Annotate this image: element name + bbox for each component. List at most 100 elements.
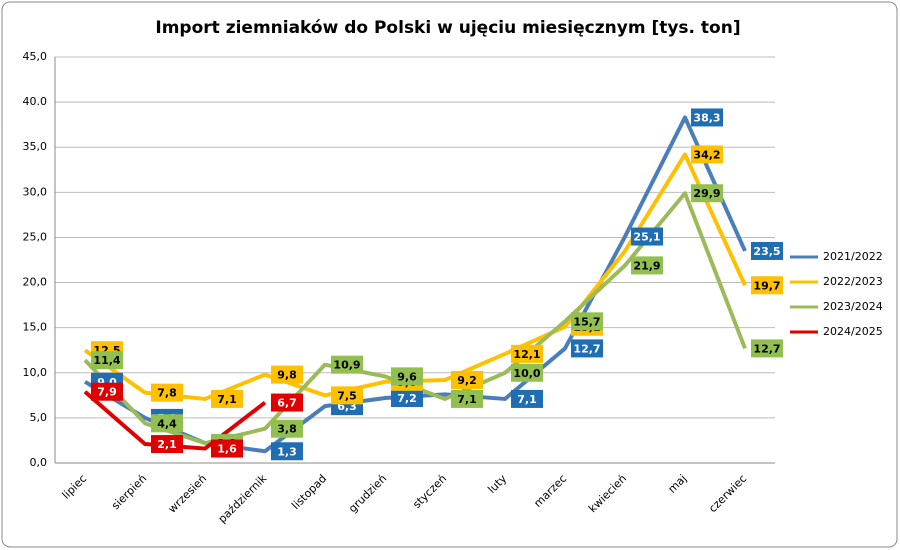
data-label-text: 10,0 [513,367,540,380]
y-tick-label: 30,0 [23,185,48,198]
data-label-text: 34,2 [693,148,720,161]
data-label-box [391,389,423,408]
data-label: 7,8 [151,383,183,402]
y-tick-label: 20,0 [23,276,48,289]
data-label-text: 38,3 [693,111,720,124]
legend-label: 2024/2025 [823,325,883,338]
data-label: 29,9 [691,184,723,203]
data-label: 15,7 [571,312,603,331]
data-label: 38,3 [691,108,723,127]
data-label: 7,2 [391,389,423,408]
data-label: 10,0 [511,363,543,382]
data-label-text: 7,1 [217,393,237,406]
data-label-text: 7,2 [397,392,417,405]
data-label: 7,9 [91,382,123,401]
data-label-text: 1,6 [217,443,237,456]
y-tick-label: 10,0 [23,366,48,379]
y-tick-label: 15,0 [23,321,48,334]
data-label-text: 7,9 [97,386,117,399]
data-label: 6,7 [271,393,303,412]
data-label-text: 3,8 [277,423,297,436]
data-label-box [691,145,723,164]
data-label-text: 4,4 [157,417,177,430]
y-tick-label: 40.0 [23,95,48,108]
data-label: 3,8 [271,419,303,438]
data-label-text: 12,1 [513,348,540,361]
data-label: 2,1 [151,435,183,454]
data-label-box [751,339,783,358]
data-label-box [91,382,123,401]
data-label-box [91,351,123,370]
data-label-text: 7,5 [337,389,357,402]
data-label: 7,1 [511,389,543,408]
data-label-text: 12,7 [753,342,780,355]
data-label: 11,4 [91,351,123,370]
y-tick-label: 25,0 [23,230,48,243]
data-label-box [451,370,483,389]
data-label-box [331,355,363,374]
data-label-box [451,389,483,408]
data-label-box [511,389,543,408]
data-label-box [751,241,783,260]
data-label: 10,9 [331,355,363,374]
data-label-text: 1,3 [277,445,297,458]
data-label-text: 25,1 [633,231,660,244]
y-tick-label: 45,0 [23,50,48,63]
data-label: 34,2 [691,145,723,164]
data-label: 21,9 [631,256,663,275]
y-tick-label: 0,0 [30,456,48,469]
data-label: 12,1 [511,344,543,363]
data-label: 1,3 [271,442,303,461]
data-label-text: 11,4 [93,354,120,367]
data-label-text: 29,9 [693,187,720,200]
data-label-box [151,414,183,433]
data-label-box [211,389,243,408]
data-label-box [391,367,423,386]
data-label-box [271,419,303,438]
data-label-box [691,184,723,203]
data-label: 23,5 [751,241,783,260]
data-label-text: 9,6 [397,370,417,383]
data-label-text: 7,1 [457,393,477,406]
y-tick-label: 5,0 [30,411,48,424]
data-label: 4,4 [151,414,183,433]
data-label-text: 15,7 [573,315,600,328]
data-label-text: 7,1 [517,393,537,406]
legend-label: 2023/2024 [823,300,883,313]
data-label-text: 10,9 [333,359,360,372]
legend-label: 2022/2023 [823,275,883,288]
data-label-box [151,383,183,402]
data-label: 7,1 [451,389,483,408]
data-label-text: 2,1 [157,438,177,451]
y-tick-label: 35,0 [23,140,48,153]
data-label-box [211,439,243,458]
data-label-box [631,256,663,275]
data-label-text: 7,8 [157,387,177,400]
data-label: 9,2 [451,370,483,389]
data-label-text: 9,2 [457,374,477,387]
chart-title: Import ziemniaków do Polski w ujęciu mie… [155,18,740,38]
data-label-box [271,393,303,412]
data-label-box [271,442,303,461]
data-label: 7,1 [211,389,243,408]
data-label: 1,6 [211,439,243,458]
data-label-box [331,386,363,405]
data-label: 9,6 [391,367,423,386]
data-label-box [571,339,603,358]
data-label: 19,7 [751,276,783,295]
data-label-text: 23,5 [753,245,780,258]
data-label-text: 6,7 [277,397,297,410]
data-label-box [151,435,183,454]
data-label-text: 9,8 [277,369,297,382]
data-label-text: 19,7 [753,279,780,292]
data-label-box [511,344,543,363]
data-label: 12,7 [751,339,783,358]
data-label: 25,1 [631,227,663,246]
data-label-box [751,276,783,295]
data-label-text: 21,9 [633,259,660,272]
data-label-box [571,312,603,331]
data-label-box [271,365,303,384]
data-label-box [691,108,723,127]
